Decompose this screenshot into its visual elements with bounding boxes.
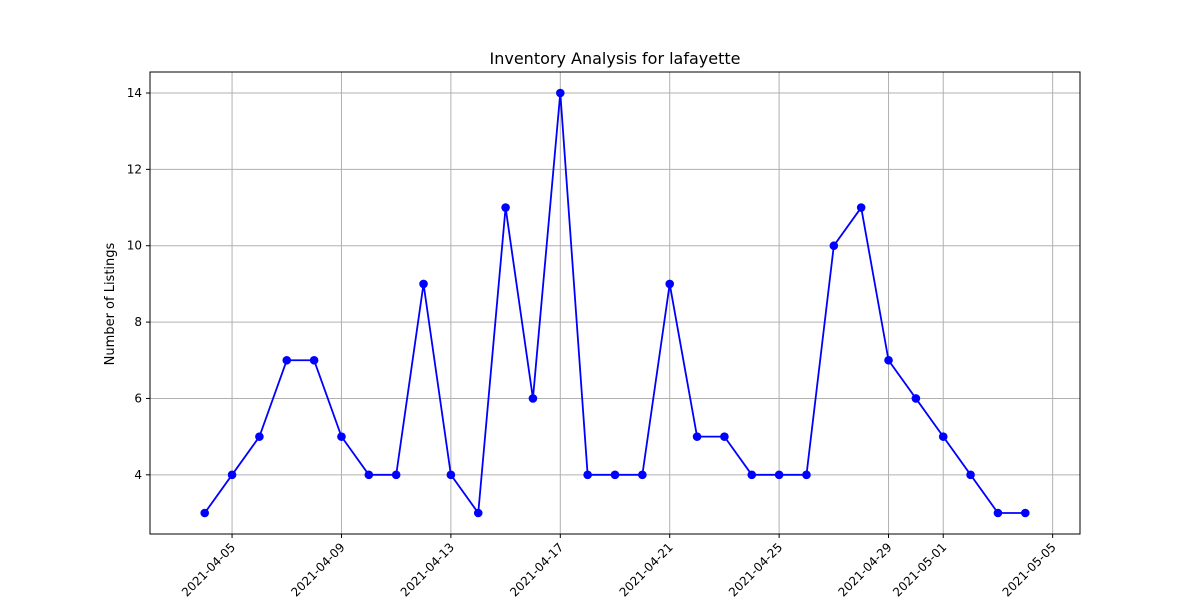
x-tick-label: 2021-04-09: [288, 540, 347, 599]
data-point: [446, 470, 456, 480]
grid: [150, 72, 1080, 534]
x-tick-label: 2021-05-05: [1000, 540, 1059, 599]
data-point: [501, 203, 510, 212]
data-point: [747, 470, 757, 480]
data-point: [966, 470, 975, 480]
data-point: [200, 508, 210, 518]
x-tick-label: 2021-04-25: [726, 540, 785, 599]
y-axis-label: Number of Listings: [103, 242, 118, 365]
series-group: [200, 88, 1030, 518]
x-tick-label: 2021-04-05: [179, 540, 238, 599]
data-point: [720, 432, 729, 441]
y-tick-label: 4: [134, 468, 142, 482]
data-point: [829, 241, 839, 251]
plot-frame: [149, 71, 1081, 535]
data-point: [227, 470, 237, 480]
data-point: [692, 432, 702, 441]
x-tick-label: 2021-04-29: [835, 540, 894, 599]
data-point: [774, 470, 784, 480]
y-tick-label: 10: [127, 239, 142, 253]
series-line: [203, 92, 1026, 516]
data-point: [282, 355, 292, 365]
data-point: [610, 470, 620, 480]
data-point: [938, 432, 948, 441]
chart-title: Inventory Analysis for lafayette: [490, 49, 741, 68]
data-point: [583, 470, 592, 480]
data-point: [364, 470, 374, 480]
data-point: [856, 203, 866, 212]
data-point: [528, 394, 538, 403]
y-tick-label: 8: [134, 315, 142, 329]
data-point: [638, 470, 647, 480]
data-point: [993, 508, 1003, 518]
x-tick-label: 2021-04-21: [617, 540, 676, 599]
data-point: [337, 432, 346, 441]
data-point: [911, 394, 921, 403]
data-point: [665, 279, 675, 289]
data-point: [309, 355, 319, 365]
y-tick-label: 6: [134, 391, 142, 405]
y-tick-label: 14: [127, 86, 142, 100]
data-point: [391, 470, 401, 480]
data-point: [473, 508, 483, 518]
data-point: [419, 279, 428, 289]
x-tick-label: 2021-04-13: [398, 540, 457, 599]
axis-ticks: 2021-04-05 2021-04-09 2021-04-13 2021-04-17…: [127, 86, 1059, 599]
y-tick-label: 12: [127, 162, 142, 176]
data-point: [802, 470, 811, 480]
data-point: [1020, 508, 1030, 518]
data-point: [555, 88, 565, 98]
data-point: [884, 355, 893, 365]
x-tick-label: 2021-04-17: [507, 540, 566, 599]
data-point: [255, 432, 264, 441]
x-tick-label: 2021-05-01: [890, 540, 949, 599]
